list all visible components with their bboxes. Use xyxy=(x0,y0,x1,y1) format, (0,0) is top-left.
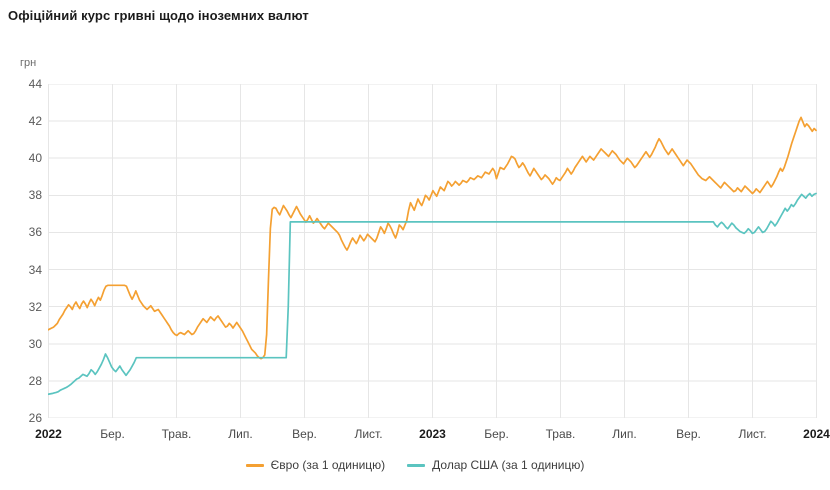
x-tick-10: Вер. xyxy=(676,427,701,441)
x-tick-5: Лист. xyxy=(354,427,383,441)
y-tick-30: 30 xyxy=(28,336,42,351)
legend-item-usd[interactable]: Долар США (за 1 одиницю) xyxy=(407,458,584,472)
y-tick-34: 34 xyxy=(28,262,42,277)
y-tick-44: 44 xyxy=(28,77,42,91)
page-title: Офіційний курс гривні щодо іноземних вал… xyxy=(8,8,309,23)
x-tick-3: Лип. xyxy=(228,427,253,441)
vertical-gridlines xyxy=(48,84,817,418)
x-tick-8: Трав. xyxy=(545,427,576,441)
x-tick-6: 2023 xyxy=(419,427,446,441)
y-tick-40: 40 xyxy=(28,151,42,166)
y-tick-26: 26 xyxy=(28,411,42,425)
y-tick-36: 36 xyxy=(28,225,42,240)
chart-legend: Євро (за 1 одиницю) Долар США (за 1 одини… xyxy=(0,458,830,472)
series-lines xyxy=(48,116,817,396)
legend-swatch-icon xyxy=(407,463,426,467)
series-line-usd xyxy=(48,192,817,396)
chart-svg xyxy=(48,84,817,418)
y-tick-38: 38 xyxy=(28,188,42,203)
x-tick-1: Бер. xyxy=(100,427,125,441)
legend-item-eur[interactable]: Євро (за 1 одиницю) xyxy=(245,458,386,472)
y-tick-32: 32 xyxy=(28,299,42,314)
x-tick-11: Лист. xyxy=(738,427,767,441)
y-axis-unit-label: грн xyxy=(20,57,37,69)
y-tick-28: 28 xyxy=(28,373,42,388)
plot-area xyxy=(48,84,817,418)
x-tick-4: Вер. xyxy=(292,427,317,441)
y-tick-42: 42 xyxy=(28,114,42,129)
legend-swatch-icon xyxy=(245,463,264,467)
legend-label: Долар США (за 1 одиницю) xyxy=(432,458,585,472)
series-line-eur xyxy=(48,116,817,360)
x-tick-9: Лип. xyxy=(612,427,637,441)
x-tick-2: Трав. xyxy=(161,427,192,441)
x-tick-0: 2022 xyxy=(35,427,62,441)
x-tick-12: 2024 xyxy=(803,427,830,441)
legend-label: Євро (за 1 одиницю) xyxy=(270,458,386,472)
x-tick-7: Бер. xyxy=(484,427,509,441)
